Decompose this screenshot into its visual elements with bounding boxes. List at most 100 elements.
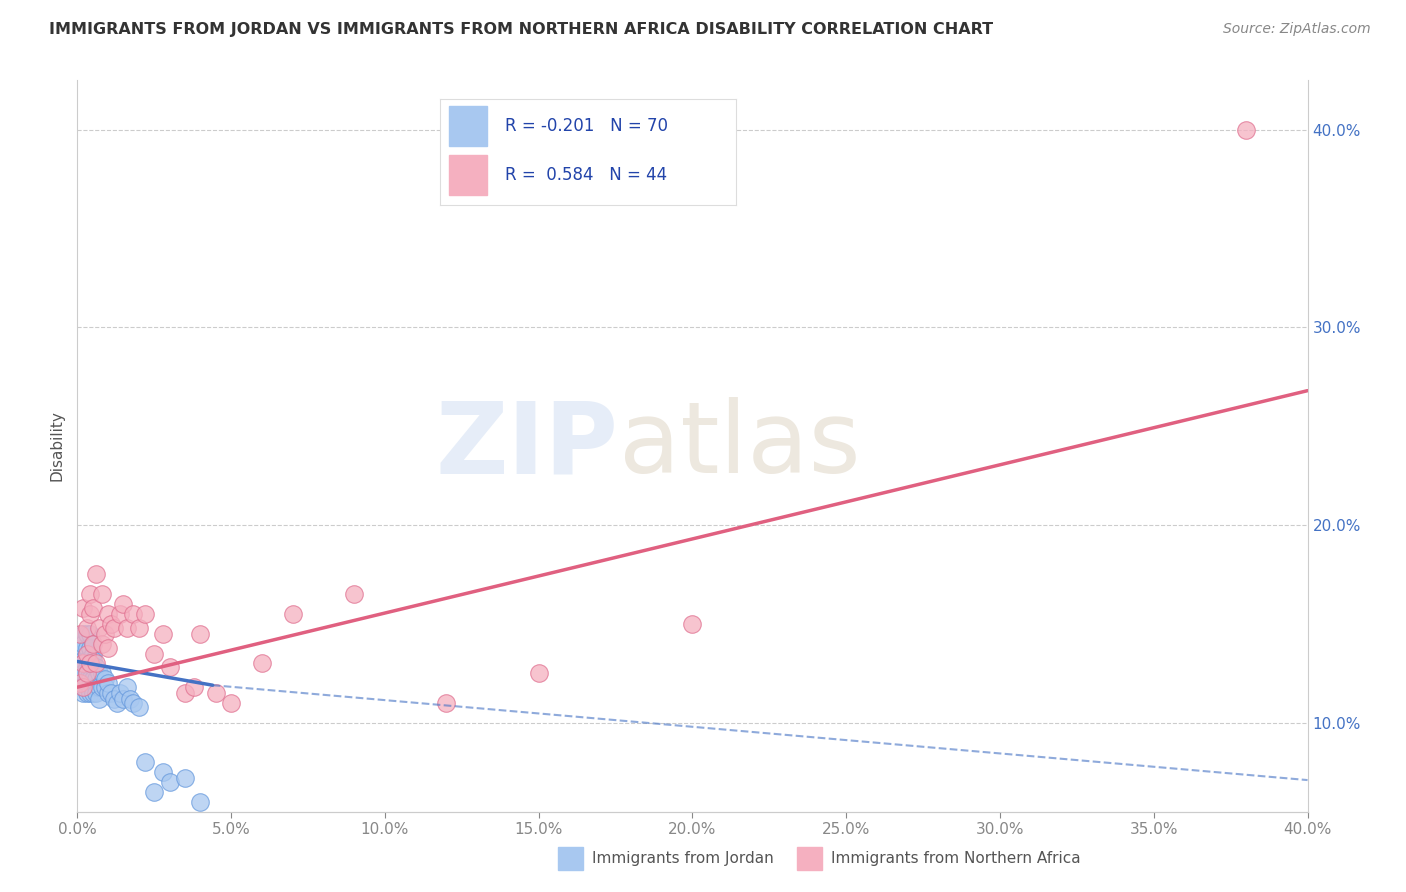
Point: [79, 657, 101, 671]
Point: [159, 775, 181, 789]
Point: [76, 666, 98, 681]
Point: [118, 692, 141, 706]
Point: [72, 657, 94, 671]
Point: [76, 676, 98, 690]
Point: [82, 637, 104, 651]
Point: [103, 621, 125, 635]
Point: [121, 696, 143, 710]
Point: [82, 637, 104, 651]
Point: [90, 587, 114, 601]
Point: [188, 795, 212, 809]
Point: [87, 621, 110, 635]
Point: [97, 607, 120, 621]
Bar: [797, 847, 823, 870]
Point: [174, 686, 197, 700]
Point: [84, 680, 107, 694]
Point: [115, 680, 138, 694]
Point: [97, 640, 120, 655]
Text: atlas: atlas: [619, 398, 860, 494]
Point: [94, 680, 117, 694]
Point: [84, 567, 107, 582]
Text: Immigrants from Northern Africa: Immigrants from Northern Africa: [831, 851, 1081, 865]
Point: [250, 657, 273, 671]
Point: [87, 680, 110, 694]
Text: IMMIGRANTS FROM JORDAN VS IMMIGRANTS FROM NORTHERN AFRICA DISABILITY CORRELATION: IMMIGRANTS FROM JORDAN VS IMMIGRANTS FRO…: [49, 22, 993, 37]
Point: [159, 660, 181, 674]
Point: [82, 601, 104, 615]
Point: [69, 660, 91, 674]
Point: [1234, 122, 1257, 136]
Point: [76, 652, 98, 666]
Point: [72, 686, 94, 700]
Point: [97, 686, 120, 700]
Point: [79, 680, 101, 694]
Point: [76, 673, 98, 687]
Point: [82, 652, 104, 666]
Bar: [558, 847, 583, 870]
Point: [112, 692, 135, 706]
Point: [94, 627, 117, 641]
Point: [87, 692, 110, 706]
Point: [134, 607, 156, 621]
Point: [188, 627, 212, 641]
Point: [436, 696, 458, 710]
Point: [204, 686, 226, 700]
Text: Immigrants from Jordan: Immigrants from Jordan: [592, 851, 773, 865]
Point: [87, 666, 110, 681]
Point: [72, 673, 94, 687]
Point: [76, 627, 98, 641]
Point: [100, 616, 122, 631]
Text: ZIP: ZIP: [436, 398, 619, 494]
Point: [97, 676, 120, 690]
Point: [527, 666, 550, 681]
Point: [72, 680, 94, 694]
Point: [72, 680, 94, 694]
Point: [76, 660, 98, 674]
Point: [69, 676, 91, 690]
Point: [82, 673, 104, 687]
Point: [100, 686, 122, 700]
Bar: [449, 106, 488, 146]
Point: [103, 692, 125, 706]
Text: R =  0.584   N = 44: R = 0.584 N = 44: [505, 166, 668, 184]
Point: [143, 785, 166, 799]
Point: [69, 627, 91, 641]
Point: [82, 686, 104, 700]
Text: Source: ZipAtlas.com: Source: ZipAtlas.com: [1223, 22, 1371, 37]
Point: [82, 660, 104, 674]
Point: [112, 597, 135, 611]
Point: [72, 660, 94, 674]
Point: [110, 686, 132, 700]
Point: [79, 657, 101, 671]
Bar: [449, 155, 488, 195]
Point: [72, 652, 94, 666]
Point: [72, 640, 94, 655]
Point: [128, 621, 150, 635]
Point: [105, 696, 128, 710]
Point: [69, 666, 91, 681]
Point: [76, 686, 98, 700]
Point: [152, 627, 174, 641]
Point: [79, 640, 101, 655]
Point: [69, 673, 91, 687]
Point: [90, 680, 114, 694]
Point: [72, 601, 94, 615]
Point: [94, 673, 117, 687]
Point: [79, 627, 101, 641]
Point: [128, 700, 150, 714]
Point: [84, 660, 107, 674]
Point: [79, 666, 101, 681]
Point: [134, 756, 156, 770]
Point: [79, 660, 101, 674]
Point: [152, 765, 174, 780]
Point: [69, 637, 91, 651]
Text: R = -0.201   N = 70: R = -0.201 N = 70: [505, 117, 668, 136]
Point: [343, 587, 366, 601]
Point: [281, 607, 304, 621]
Point: [76, 666, 98, 681]
Point: [76, 680, 98, 694]
Point: [174, 771, 197, 785]
Point: [110, 607, 132, 621]
Point: [76, 647, 98, 661]
Point: [79, 673, 101, 687]
